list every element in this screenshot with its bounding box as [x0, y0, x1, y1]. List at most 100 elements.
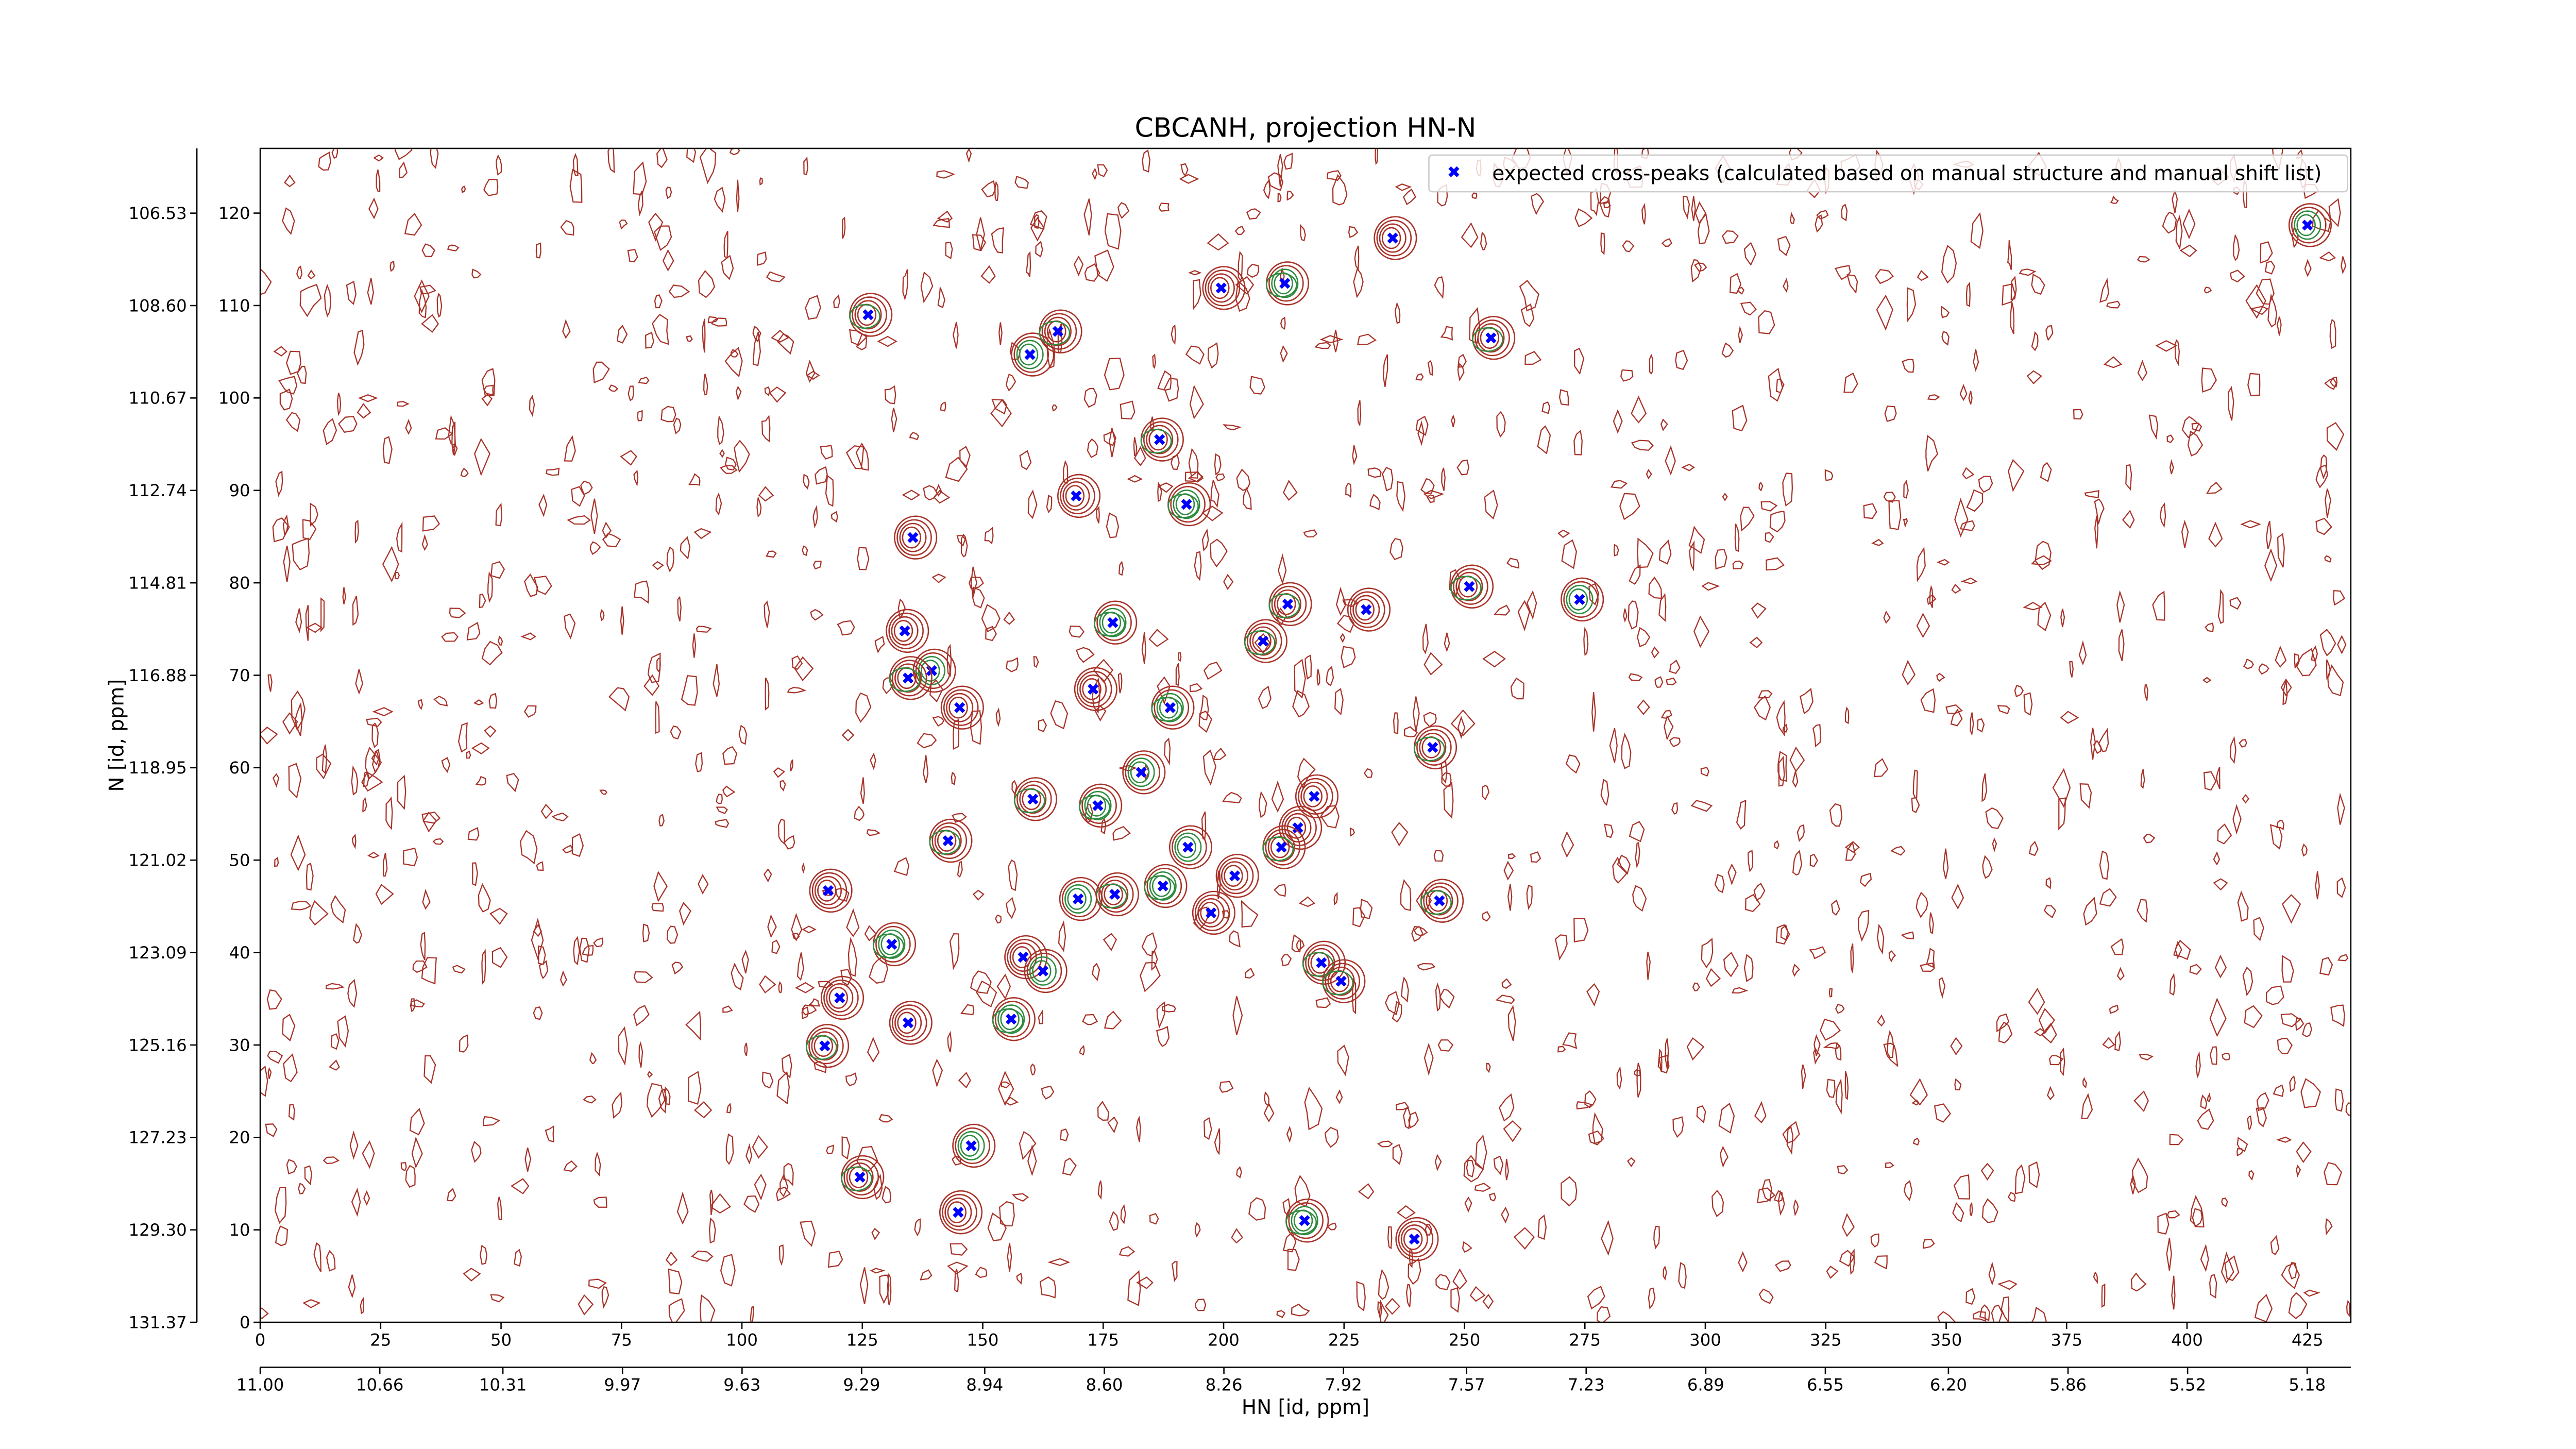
- cross-peak: [1088, 683, 1099, 695]
- noise-contour: [1092, 167, 1098, 180]
- peak-contour: [886, 609, 929, 653]
- noise-contour: [929, 679, 943, 703]
- noise-contour: [1992, 837, 1997, 853]
- noise-contour: [2244, 1005, 2263, 1029]
- noise-contour: [2229, 736, 2236, 764]
- noise-contour: [2078, 640, 2087, 666]
- noise-contour: [1561, 831, 1574, 858]
- noise-contour: [592, 361, 610, 383]
- noise-contour: [1844, 841, 1860, 853]
- noise-contour: [627, 248, 638, 263]
- peak-contour: [1125, 754, 1161, 791]
- noise-contour: [713, 664, 720, 697]
- peak-contour: [1249, 626, 1277, 656]
- noise-contour: [1282, 479, 1298, 501]
- noise-contour: [1793, 1199, 1799, 1217]
- noise-contour: [1666, 677, 1677, 686]
- noise-contour: [803, 474, 810, 490]
- noise-contour: [2106, 300, 2121, 309]
- noise-contour: [362, 1140, 375, 1169]
- noise-contour: [466, 750, 471, 759]
- noise-contour: [1909, 1078, 1928, 1106]
- noise-contour: [1276, 1310, 1286, 1318]
- peak-contour: [897, 1012, 917, 1034]
- noise-contour: [1127, 475, 1143, 483]
- noise-contour: [1158, 203, 1170, 212]
- noise-contour: [756, 251, 767, 266]
- noise-contour: [489, 907, 508, 925]
- noise-contour: [533, 1006, 543, 1020]
- noise-contour: [321, 744, 327, 775]
- noise-contour: [2295, 648, 2317, 677]
- noise-contour: [2125, 464, 2132, 491]
- noise-contour: [707, 316, 719, 324]
- noise-contour: [1751, 602, 1767, 619]
- peak-contour: [940, 685, 984, 730]
- noise-contour: [1916, 891, 1928, 918]
- noise-contour: [815, 466, 828, 485]
- noise-contour: [2028, 987, 2045, 1015]
- noise-contour: [920, 1269, 933, 1280]
- noise-contour: [279, 388, 293, 411]
- noise-contour: [764, 386, 771, 396]
- noise-contour: [998, 322, 1003, 345]
- noise-contour: [2256, 1092, 2269, 1111]
- noise-contour: [692, 633, 697, 658]
- x-tick-label: 375: [2050, 1330, 2082, 1350]
- peak-contour: [849, 293, 893, 337]
- noise-contour: [2094, 515, 2099, 549]
- noise-contour: [914, 1218, 921, 1237]
- noise-contour: [1026, 251, 1031, 277]
- peak-contour: [894, 1008, 922, 1038]
- noise-contour: [1019, 450, 1032, 470]
- cross-peak: [1258, 635, 1269, 647]
- noise-contour: [2296, 1141, 2312, 1164]
- noise-contour: [825, 475, 834, 507]
- noise-contour: [1941, 331, 1950, 346]
- noise-contour: [483, 384, 494, 396]
- noise-contour: [1083, 387, 1097, 408]
- noise-contour: [2140, 769, 2145, 789]
- peak-contour: [957, 1131, 985, 1160]
- x2-tick-label: 8.60: [1086, 1375, 1123, 1395]
- noise-contour: [461, 186, 466, 193]
- noise-contour: [1626, 1157, 1636, 1168]
- peak-contour: [1039, 309, 1082, 353]
- noise-contour: [1816, 210, 1829, 220]
- noise-contour: [520, 830, 538, 865]
- noise-contour: [2094, 498, 2105, 525]
- noise-contour: [1136, 1116, 1141, 1142]
- noise-contour: [1006, 657, 1019, 672]
- noise-contour: [752, 331, 761, 366]
- peak-contour: [921, 660, 940, 682]
- noise-contour: [1773, 1190, 1783, 1202]
- noise-contour: [1117, 202, 1130, 219]
- noise-contour: [1756, 1187, 1776, 1204]
- noise-contour: [1033, 214, 1040, 229]
- noise-contour: [1590, 188, 1599, 216]
- cross-peak: [965, 1140, 977, 1152]
- noise-contour: [1720, 1145, 1728, 1168]
- noise-contour: [1060, 1128, 1069, 1142]
- noise-contour: [987, 1212, 1007, 1241]
- peak-contour: [1246, 622, 1282, 660]
- noise-contour: [1850, 1249, 1855, 1275]
- noise-contour: [1016, 1272, 1023, 1285]
- noise-contour: [2133, 1090, 2149, 1113]
- noise-contour: [1980, 1162, 1994, 1181]
- noise-contour: [1062, 1157, 1077, 1176]
- noise-contour: [2204, 287, 2212, 294]
- noise-contour: [796, 952, 804, 981]
- noise-contour: [1977, 718, 1985, 733]
- noise-contour: [2256, 1107, 2267, 1127]
- noise-contour: [969, 577, 984, 589]
- noise-contour: [723, 231, 728, 259]
- noise-contour: [1316, 669, 1320, 687]
- peak-contour: [1143, 421, 1179, 458]
- noise-contour: [338, 416, 358, 433]
- noise-contour: [972, 889, 985, 901]
- noise-contour: [2132, 1157, 2148, 1193]
- noise-contour: [2319, 251, 2336, 262]
- noise-contour: [1052, 404, 1058, 412]
